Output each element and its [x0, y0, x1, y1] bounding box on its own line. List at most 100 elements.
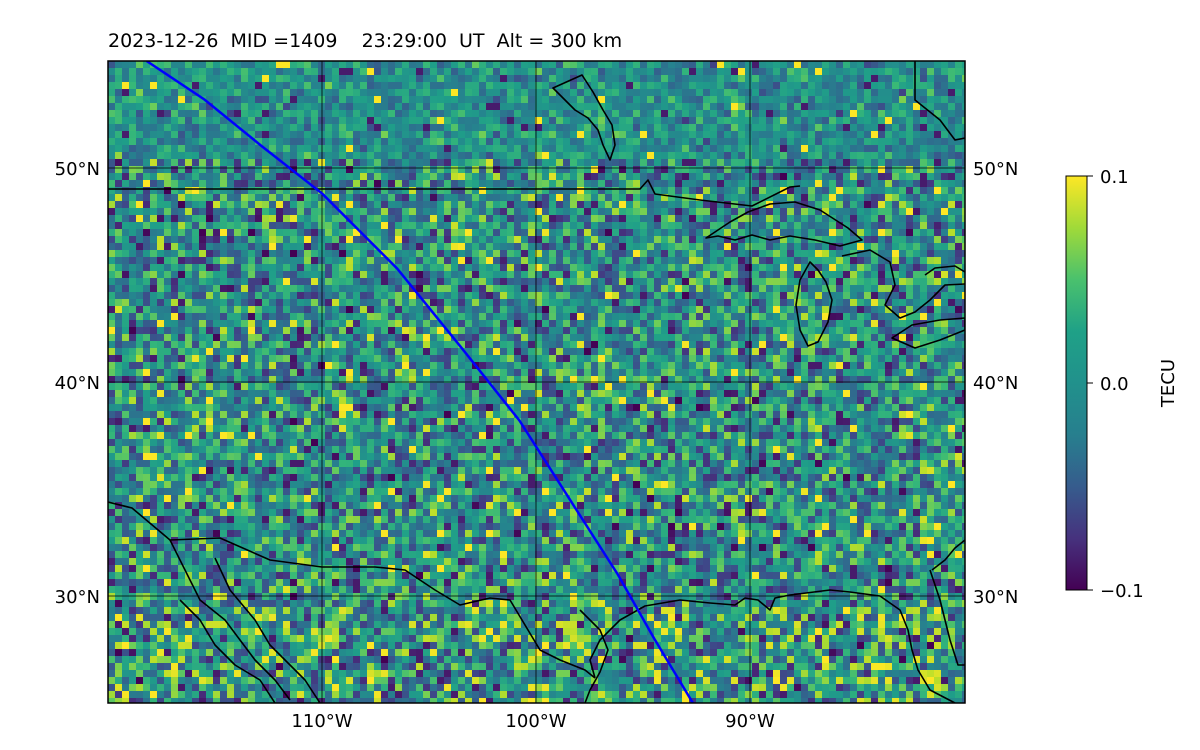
field-cell: [262, 250, 270, 258]
field-cell: [507, 306, 515, 314]
field-cell: [584, 236, 592, 244]
field-cell: [808, 292, 816, 300]
field-cell: [514, 68, 522, 76]
field-cell: [661, 306, 669, 314]
field-cell: [549, 75, 557, 83]
field-cell: [381, 208, 389, 216]
field-cell: [885, 236, 893, 244]
field-cell: [290, 250, 298, 258]
field-cell: [521, 89, 529, 97]
field-cell: [178, 103, 186, 111]
field-cell: [143, 229, 151, 237]
field-cell: [360, 89, 368, 97]
field-cell: [906, 264, 914, 272]
field-cell: [857, 131, 865, 139]
field-cell: [262, 327, 270, 335]
field-cell: [640, 278, 648, 286]
field-cell: [549, 103, 557, 111]
field-cell: [710, 327, 718, 335]
field-cell: [724, 243, 732, 251]
field-cell: [815, 82, 823, 90]
field-cell: [220, 131, 228, 139]
field-cell: [689, 145, 697, 153]
field-cell: [570, 299, 578, 307]
field-cell: [528, 250, 536, 258]
field-cell: [801, 292, 809, 300]
field-cell: [871, 187, 879, 195]
field-cell: [171, 285, 179, 293]
field-cell: [108, 82, 116, 90]
field-cell: [122, 236, 130, 244]
field-cell: [724, 124, 732, 132]
field-cell: [192, 173, 200, 181]
field-cell: [213, 250, 221, 258]
field-cell: [269, 103, 277, 111]
field-cell: [878, 313, 886, 321]
field-cell: [598, 320, 606, 328]
field-cell: [640, 292, 648, 300]
field-cell: [850, 187, 858, 195]
field-cell: [430, 299, 438, 307]
field-cell: [808, 110, 816, 118]
field-cell: [549, 145, 557, 153]
field-cell: [423, 334, 431, 342]
field-cell: [913, 334, 921, 342]
field-cell: [332, 138, 340, 146]
field-cell: [164, 320, 172, 328]
field-cell: [430, 306, 438, 314]
field-cell: [962, 334, 965, 342]
field-cell: [213, 229, 221, 237]
field-cell: [458, 173, 466, 181]
field-cell: [423, 243, 431, 251]
field-cell: [374, 103, 382, 111]
field-cell: [633, 166, 641, 174]
field-cell: [871, 292, 879, 300]
field-cell: [801, 313, 809, 321]
field-cell: [423, 264, 431, 272]
field-cell: [122, 215, 130, 223]
field-cell: [136, 103, 144, 111]
field-cell: [262, 61, 270, 69]
field-cell: [213, 131, 221, 139]
field-cell: [521, 222, 529, 230]
field-cell: [836, 75, 844, 83]
field-cell: [500, 96, 508, 104]
field-cell: [556, 166, 564, 174]
field-cell: [941, 145, 949, 153]
field-cell: [535, 236, 543, 244]
field-cell: [150, 341, 158, 349]
field-cell: [766, 117, 774, 125]
field-cell: [808, 201, 816, 209]
field-cell: [213, 75, 221, 83]
field-cell: [689, 215, 697, 223]
field-cell: [808, 159, 816, 167]
field-cell: [535, 341, 543, 349]
field-cell: [311, 306, 319, 314]
field-cell: [493, 201, 501, 209]
field-cell: [920, 194, 928, 202]
field-cell: [640, 187, 648, 195]
field-cell: [304, 313, 312, 321]
field-cell: [668, 68, 676, 76]
field-cell: [304, 138, 312, 146]
field-cell: [773, 61, 781, 69]
field-cell: [619, 89, 627, 97]
field-cell: [549, 257, 557, 265]
field-cell: [871, 222, 879, 230]
field-cell: [304, 208, 312, 216]
field-cell: [682, 299, 690, 307]
field-cell: [549, 124, 557, 132]
field-cell: [143, 222, 151, 230]
field-cell: [801, 61, 809, 69]
field-cell: [122, 159, 130, 167]
field-cell: [479, 152, 487, 160]
field-cell: [766, 159, 774, 167]
field-cell: [955, 285, 963, 293]
field-cell: [493, 180, 501, 188]
field-cell: [717, 68, 725, 76]
field-cell: [157, 201, 165, 209]
field-cell: [143, 215, 151, 223]
field-cell: [311, 68, 319, 76]
field-cell: [304, 159, 312, 167]
field-cell: [374, 145, 382, 153]
